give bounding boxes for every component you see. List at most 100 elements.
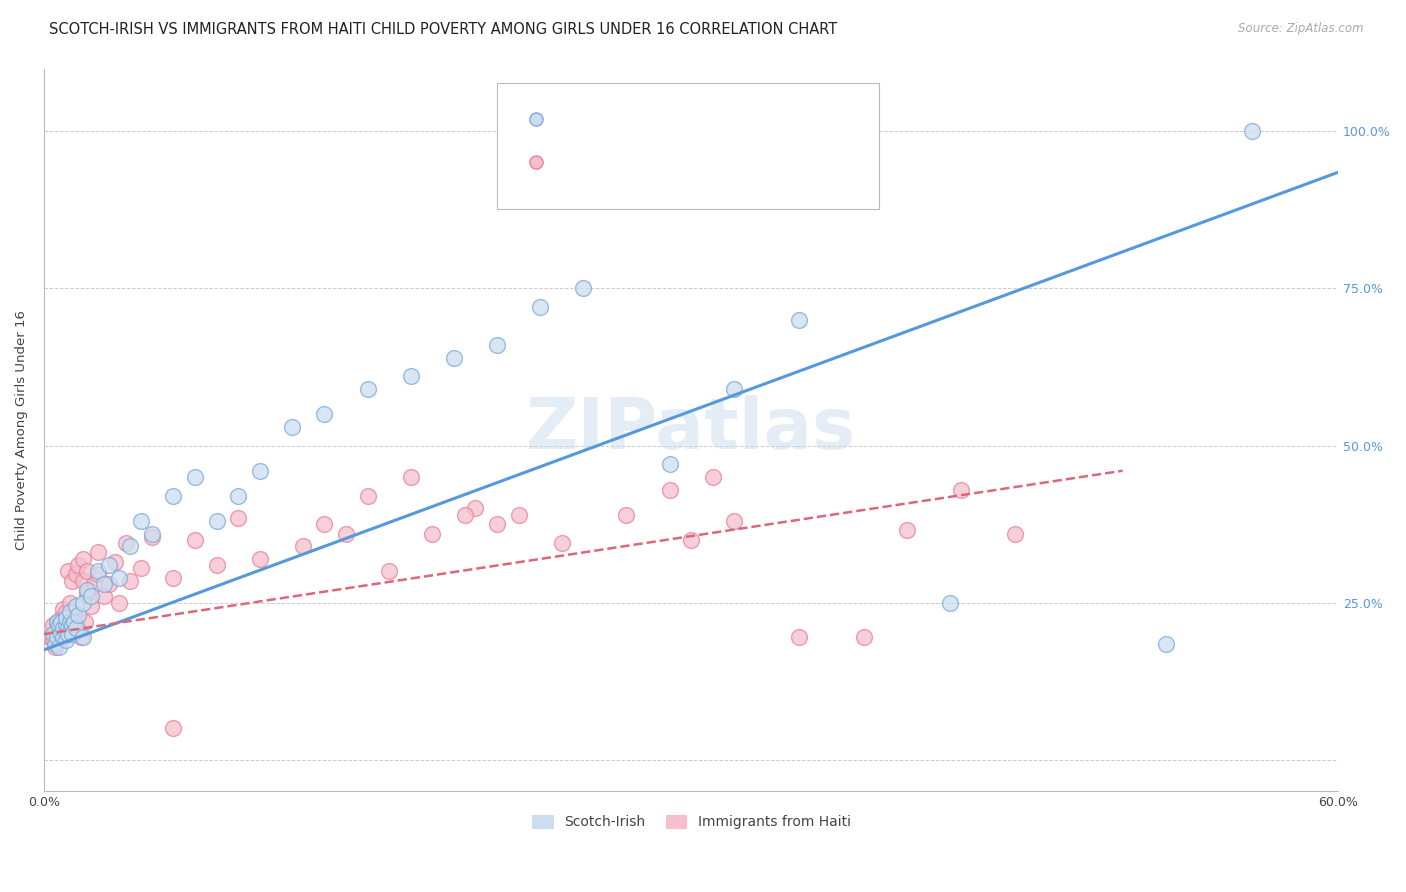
Point xyxy=(949,483,972,497)
Point xyxy=(51,615,73,629)
Point xyxy=(184,533,207,547)
Text: SCOTCH-IRISH VS IMMIGRANTS FROM HAITI CHILD POVERTY AMONG GIRLS UNDER 16 CORRELA: SCOTCH-IRISH VS IMMIGRANTS FROM HAITI CH… xyxy=(49,22,838,37)
Point xyxy=(80,590,103,604)
Point xyxy=(60,627,83,641)
Point xyxy=(48,617,70,632)
Point xyxy=(162,571,184,585)
Point xyxy=(314,407,336,421)
Point xyxy=(55,627,77,641)
Point xyxy=(226,489,249,503)
Point xyxy=(55,605,77,619)
Point xyxy=(60,617,83,632)
Point xyxy=(281,419,304,434)
Point xyxy=(59,615,82,629)
Point xyxy=(60,574,83,588)
Legend: Scotch-Irish, Immigrants from Haiti: Scotch-Irish, Immigrants from Haiti xyxy=(526,810,856,835)
Point xyxy=(51,627,73,641)
Point xyxy=(63,617,86,632)
Point xyxy=(65,567,87,582)
Point xyxy=(76,586,98,600)
Point xyxy=(56,627,79,641)
Point xyxy=(108,571,131,585)
Point xyxy=(97,558,120,572)
Point xyxy=(59,605,82,619)
Point xyxy=(420,526,443,541)
Point xyxy=(464,501,486,516)
Point xyxy=(48,640,70,654)
Point xyxy=(120,539,142,553)
Point xyxy=(723,514,745,528)
Text: ZIPatlas: ZIPatlas xyxy=(526,395,856,465)
Point xyxy=(41,627,63,641)
Point xyxy=(55,617,77,632)
Point xyxy=(787,313,810,327)
Point xyxy=(443,351,465,365)
Point xyxy=(356,382,378,396)
Point xyxy=(97,577,120,591)
Point xyxy=(852,206,875,220)
Point xyxy=(52,621,75,635)
Text: R = 0.318   N = 73: R = 0.318 N = 73 xyxy=(575,155,713,170)
Text: R = 0.510   N = 53: R = 0.510 N = 53 xyxy=(575,112,713,127)
Point xyxy=(108,596,131,610)
Y-axis label: Child Poverty Among Girls Under 16: Child Poverty Among Girls Under 16 xyxy=(15,310,28,549)
Point xyxy=(141,526,163,541)
Point xyxy=(67,608,90,623)
Point xyxy=(73,615,96,629)
Point xyxy=(399,470,422,484)
Point xyxy=(852,169,875,183)
Point xyxy=(399,369,422,384)
Point xyxy=(55,611,77,625)
Point xyxy=(87,545,110,559)
Point xyxy=(205,514,228,528)
Point xyxy=(52,630,75,644)
Point xyxy=(162,489,184,503)
Point xyxy=(87,567,110,582)
Point xyxy=(52,630,75,644)
Point xyxy=(529,301,551,315)
Point xyxy=(616,508,638,522)
Point xyxy=(39,630,62,644)
Point xyxy=(45,630,67,644)
Point xyxy=(67,621,90,635)
Point xyxy=(44,627,66,641)
Point xyxy=(55,617,77,632)
Point xyxy=(658,483,681,497)
Point xyxy=(59,596,82,610)
Point xyxy=(56,621,79,635)
Point xyxy=(52,602,75,616)
Point xyxy=(723,382,745,396)
Point xyxy=(56,627,79,641)
Point xyxy=(249,464,271,478)
Point xyxy=(141,530,163,544)
Point xyxy=(184,470,207,484)
Point xyxy=(55,633,77,648)
Point xyxy=(48,630,70,644)
Point xyxy=(72,596,94,610)
Point xyxy=(162,722,184,736)
Point xyxy=(45,615,67,629)
Point xyxy=(129,514,152,528)
Point xyxy=(56,564,79,578)
Point xyxy=(76,564,98,578)
Point xyxy=(485,517,508,532)
Point xyxy=(485,338,508,352)
Point xyxy=(69,630,91,644)
Point xyxy=(87,564,110,578)
Point xyxy=(44,640,66,654)
Point xyxy=(681,533,703,547)
Point xyxy=(65,621,87,635)
Point xyxy=(80,599,103,613)
Point xyxy=(41,633,63,648)
Point xyxy=(65,611,87,625)
Point xyxy=(76,583,98,598)
Point xyxy=(41,617,63,632)
Point xyxy=(852,630,875,644)
Point xyxy=(1240,124,1263,138)
Point xyxy=(72,551,94,566)
Point xyxy=(72,574,94,588)
Point xyxy=(45,627,67,641)
Point xyxy=(120,574,142,588)
Point xyxy=(65,599,87,613)
Point xyxy=(67,558,90,572)
